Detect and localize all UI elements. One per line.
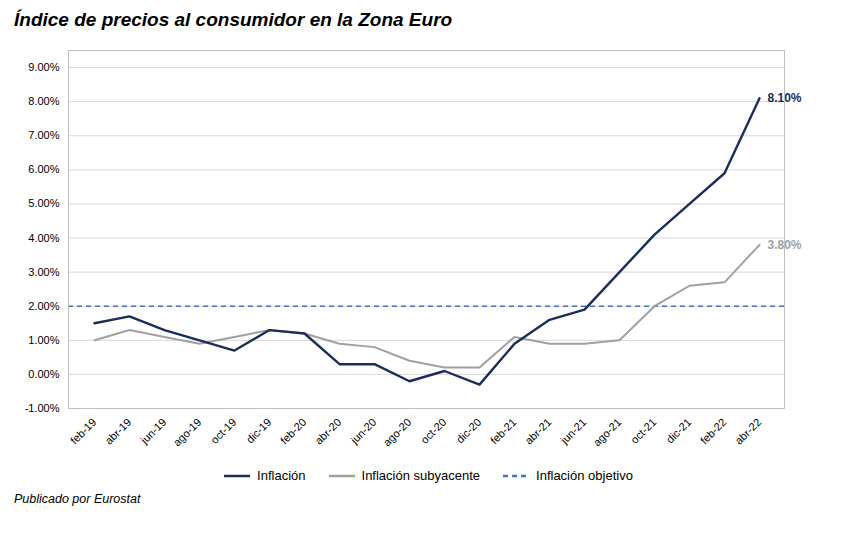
svg-text:7.00%: 7.00% — [28, 129, 59, 141]
svg-text:oct-20: oct-20 — [418, 416, 448, 446]
svg-text:oct-19: oct-19 — [208, 416, 238, 446]
html-text:Publicado por Eurostat: Publicado por Eurostat — [14, 492, 141, 506]
svg-text:2.00%: 2.00% — [28, 300, 59, 312]
html-text:Inflación: Inflación — [257, 468, 306, 483]
svg-text:abr-21: abr-21 — [522, 416, 553, 447]
svg-text:8.00%: 8.00% — [28, 95, 59, 107]
svg-text:9.00%: 9.00% — [28, 61, 59, 73]
svg-text:abr-20: abr-20 — [312, 416, 343, 447]
svg-text:jun-19: jun-19 — [138, 416, 169, 447]
svg-text:3.80%: 3.80% — [767, 237, 802, 252]
svg-text:dic-19: dic-19 — [244, 416, 274, 446]
svg-text:abr-22: abr-22 — [732, 416, 763, 447]
svg-text:dic-20: dic-20 — [454, 416, 484, 446]
svg-text:feb-19: feb-19 — [68, 416, 99, 447]
svg-text:5.00%: 5.00% — [28, 197, 59, 209]
svg-text:0.00%: 0.00% — [28, 368, 59, 380]
svg-text:ago-19: ago-19 — [171, 416, 204, 449]
svg-text:jun-21: jun-21 — [558, 416, 589, 447]
svg-text:oct-21: oct-21 — [628, 416, 658, 446]
svg-text:1.00%: 1.00% — [28, 334, 59, 346]
svg-text:3.00%: 3.00% — [28, 266, 59, 278]
html-text:Inflación objetivo: Inflación objetivo — [536, 468, 633, 483]
html-text:Inflación subyacente: Inflación subyacente — [361, 468, 480, 483]
svg-text:dic-21: dic-21 — [664, 416, 694, 446]
svg-text:-1.00%: -1.00% — [25, 402, 60, 414]
svg-text:ago-20: ago-20 — [381, 416, 414, 449]
svg-text:abr-19: abr-19 — [102, 416, 133, 447]
svg-text:feb-22: feb-22 — [698, 416, 729, 447]
svg-text:6.00%: 6.00% — [28, 163, 59, 175]
svg-text:feb-20: feb-20 — [278, 416, 309, 447]
svg-text:jun-20: jun-20 — [348, 416, 379, 447]
svg-text:feb-21: feb-21 — [488, 416, 519, 447]
svg-text:8.10%: 8.10% — [767, 91, 802, 106]
svg-text:ago-21: ago-21 — [591, 416, 624, 449]
svg-text:4.00%: 4.00% — [28, 232, 59, 244]
html-text:Índice de precios al consumido: Índice de precios al consumidor en la Zo… — [14, 9, 453, 30]
